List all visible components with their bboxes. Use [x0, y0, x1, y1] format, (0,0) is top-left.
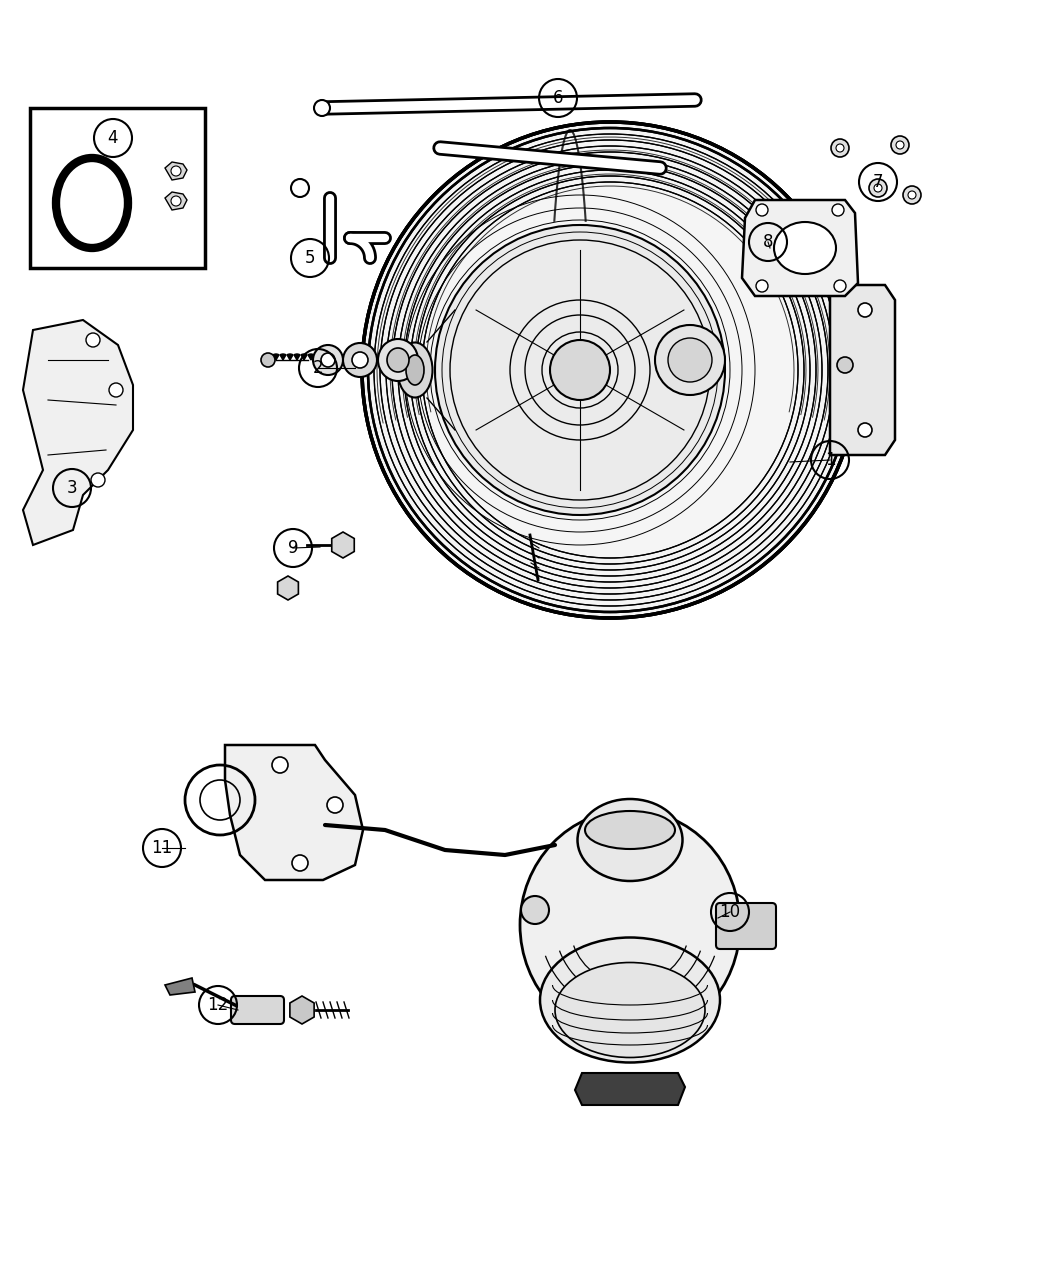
- Circle shape: [831, 139, 849, 157]
- Ellipse shape: [343, 343, 377, 377]
- Text: 4: 4: [108, 129, 119, 147]
- Circle shape: [756, 204, 768, 215]
- Text: 3: 3: [67, 479, 78, 497]
- Text: 2: 2: [313, 360, 323, 377]
- Circle shape: [435, 224, 724, 515]
- Polygon shape: [575, 1074, 685, 1105]
- Text: 5: 5: [304, 249, 315, 266]
- Circle shape: [86, 333, 100, 347]
- Wedge shape: [301, 354, 307, 360]
- Ellipse shape: [313, 346, 343, 375]
- Ellipse shape: [555, 963, 705, 1057]
- Text: 11: 11: [151, 839, 172, 857]
- Wedge shape: [294, 354, 300, 360]
- Text: 1: 1: [824, 451, 836, 469]
- Bar: [30, 108, 205, 268]
- Circle shape: [756, 280, 768, 292]
- Circle shape: [550, 340, 610, 400]
- Wedge shape: [308, 354, 314, 360]
- Circle shape: [291, 179, 309, 198]
- Text: 7: 7: [873, 173, 883, 191]
- Circle shape: [362, 122, 858, 618]
- Ellipse shape: [398, 343, 433, 398]
- Polygon shape: [165, 193, 187, 210]
- Circle shape: [314, 99, 330, 116]
- Wedge shape: [280, 354, 286, 360]
- Circle shape: [896, 142, 904, 149]
- Circle shape: [91, 473, 105, 487]
- Circle shape: [171, 196, 181, 207]
- Wedge shape: [287, 354, 293, 360]
- Ellipse shape: [387, 348, 410, 372]
- Circle shape: [874, 184, 882, 193]
- Polygon shape: [225, 745, 363, 880]
- Ellipse shape: [520, 810, 740, 1040]
- Ellipse shape: [521, 896, 549, 924]
- Circle shape: [327, 797, 343, 813]
- Ellipse shape: [540, 937, 720, 1062]
- Ellipse shape: [585, 811, 675, 849]
- Ellipse shape: [321, 353, 335, 367]
- Polygon shape: [23, 320, 133, 544]
- Circle shape: [171, 166, 181, 176]
- Circle shape: [832, 204, 844, 215]
- Circle shape: [908, 191, 916, 199]
- Text: 8: 8: [762, 233, 773, 251]
- Wedge shape: [273, 354, 279, 360]
- Polygon shape: [165, 978, 195, 995]
- Text: 10: 10: [719, 903, 740, 921]
- Circle shape: [261, 353, 275, 367]
- FancyBboxPatch shape: [231, 996, 284, 1024]
- Circle shape: [272, 757, 288, 773]
- Polygon shape: [165, 162, 187, 180]
- Circle shape: [858, 423, 871, 437]
- Polygon shape: [742, 200, 858, 296]
- Circle shape: [837, 357, 853, 374]
- Text: 6: 6: [552, 89, 563, 107]
- FancyBboxPatch shape: [716, 903, 776, 949]
- Polygon shape: [830, 286, 895, 455]
- Circle shape: [858, 303, 871, 317]
- Text: 9: 9: [288, 539, 298, 557]
- Circle shape: [903, 186, 921, 204]
- Circle shape: [292, 856, 308, 871]
- Circle shape: [836, 144, 844, 152]
- Ellipse shape: [378, 339, 418, 381]
- Circle shape: [834, 280, 846, 292]
- Circle shape: [668, 338, 712, 382]
- Circle shape: [869, 179, 887, 198]
- Ellipse shape: [774, 222, 836, 274]
- Circle shape: [655, 325, 724, 395]
- Ellipse shape: [578, 799, 682, 881]
- Circle shape: [109, 382, 123, 397]
- Ellipse shape: [406, 354, 424, 385]
- Circle shape: [891, 136, 909, 154]
- Ellipse shape: [352, 352, 367, 368]
- Text: 12: 12: [208, 996, 229, 1014]
